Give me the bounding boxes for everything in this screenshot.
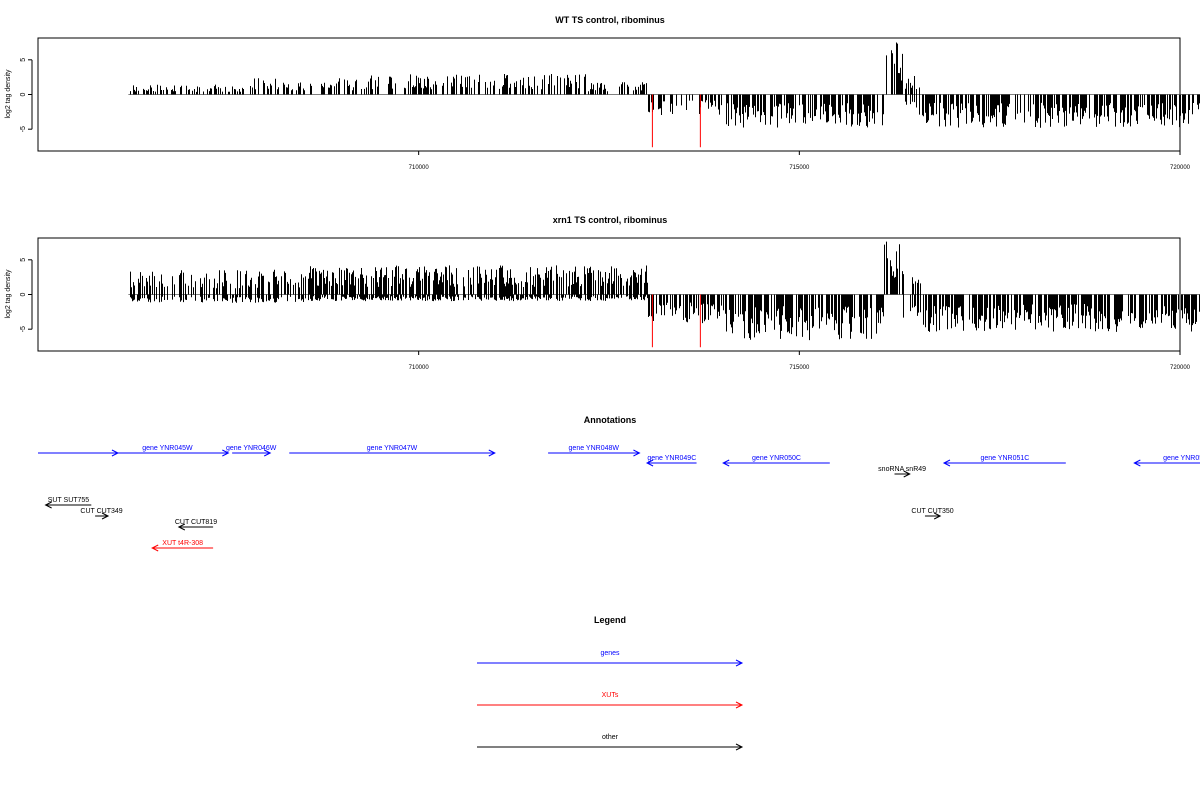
feature-label: gene YNR048W <box>569 445 620 452</box>
annotations-title: Annotations <box>584 415 637 425</box>
arrowhead <box>722 459 730 467</box>
arrowhead <box>44 501 52 509</box>
xrn1-y-axis-label: log2 tag density <box>5 269 12 319</box>
arrowhead <box>735 701 744 709</box>
arrowhead <box>645 459 654 467</box>
x-tick-label: 720000 <box>1170 165 1191 171</box>
annotation-feature <box>38 449 120 457</box>
y-tick-label: -5 <box>20 326 27 332</box>
y-tick-label: 0 <box>20 292 27 296</box>
legend-item: genes <box>477 650 744 667</box>
arrowhead <box>263 449 272 457</box>
legend-item: other <box>477 734 744 751</box>
feature-label: gene YNR045W <box>142 445 193 452</box>
wt-x-axis: 710000 715000 720000 <box>409 151 1191 171</box>
legend-panel: Legend genes XUTs other <box>477 615 744 751</box>
arrowhead <box>177 523 186 531</box>
annotation-feature: CUT CUT349 <box>80 508 123 520</box>
arrowhead <box>151 544 159 552</box>
annotation-feature: gene YNR049C <box>645 455 697 467</box>
xrn1-x-axis: 710000 715000 720000 <box>409 351 1191 371</box>
feature-label: CUT CUT349 <box>80 508 122 515</box>
annotation-feature: XUT t4R-308 <box>151 540 214 552</box>
x-tick-label: 720000 <box>1170 365 1191 371</box>
feature-label: CUT CUT350 <box>911 508 953 515</box>
wt-y-axis-label: log2 tag density <box>5 69 12 119</box>
wt-signal-bars <box>130 42 1200 128</box>
feature-label: gene YNR049C <box>647 455 696 462</box>
xrn1-signal-bars <box>130 241 1200 341</box>
wt-track-title: WT TS control, ribominus <box>555 15 665 25</box>
legend-label: other <box>602 734 619 741</box>
annotation-feature: CUT CUT350 <box>911 508 954 520</box>
legend-label: genes <box>600 650 620 657</box>
y-tick-label: -5 <box>20 126 27 132</box>
arrowhead <box>933 512 942 520</box>
annotations-panel: Annotations gene YNR045W gene YNR046W gene… <box>38 415 1200 552</box>
annotation-feature: SUT SUT755 <box>44 497 92 509</box>
feature-label: gene YNR046W <box>226 445 277 452</box>
feature-label: gene YNR052C <box>1163 455 1200 462</box>
feature-label: snoRNA snR49 <box>878 466 926 473</box>
y-tick-label: 5 <box>20 258 27 262</box>
annotation-feature: gene YNR046W <box>226 445 277 457</box>
arrowhead <box>735 659 744 667</box>
y-tick-label: 0 <box>20 92 27 96</box>
feature-label: gene YNR050C <box>752 455 801 462</box>
legend-label: XUTs <box>602 692 619 699</box>
feature-label: CUT CUT819 <box>175 519 217 526</box>
legend-item: XUTs <box>477 692 744 709</box>
feature-label: XUT t4R-308 <box>162 540 203 547</box>
legend-title: Legend <box>594 615 626 625</box>
arrowhead <box>488 449 496 457</box>
wt-track-panel: WT TS control, ribominus log2 tag densit… <box>5 15 1200 171</box>
arrowhead <box>942 459 951 467</box>
arrowhead <box>101 512 110 520</box>
annotation-feature: gene YNR050C <box>722 455 830 467</box>
feature-label: SUT SUT755 <box>48 497 90 504</box>
feature-label: gene YNR047W <box>367 445 418 452</box>
x-tick-label: 715000 <box>789 165 810 171</box>
feature-label: gene YNR051C <box>980 455 1029 462</box>
wt-y-axis: 5 0 -5 <box>20 58 33 132</box>
arrowhead <box>633 449 641 457</box>
xrn1-y-axis: 5 0 -5 <box>20 258 33 332</box>
annotation-feature: gene YNR047W <box>289 445 496 457</box>
annotation-feature: gene YNR048W <box>548 445 641 457</box>
annotation-feature: gene YNR051C <box>942 455 1066 467</box>
annotation-feature: gene YNR052C <box>1133 455 1200 467</box>
arrowhead <box>1133 459 1141 467</box>
xrn1-red-spikes <box>651 294 701 348</box>
arrowhead <box>903 470 911 478</box>
arrowhead <box>735 743 744 751</box>
xrn1-track-panel: xrn1 TS control, ribominus log2 tag dens… <box>5 215 1200 371</box>
annotation-features: gene YNR045W gene YNR046W gene YNR047W gene… <box>38 445 1200 552</box>
legend-items: genes XUTs other <box>477 650 744 751</box>
annotation-feature: CUT CUT819 <box>175 519 217 531</box>
xrn1-track-title: xrn1 TS control, ribominus <box>553 215 668 225</box>
x-tick-label: 715000 <box>789 365 810 371</box>
annotation-feature: gene YNR045W <box>106 445 230 457</box>
arrowhead <box>222 449 230 457</box>
x-tick-label: 710000 <box>409 165 430 171</box>
y-tick-label: 5 <box>20 58 27 62</box>
wt-red-spikes <box>651 94 701 148</box>
annotation-feature: snoRNA snR49 <box>878 466 926 478</box>
x-tick-label: 710000 <box>409 365 430 371</box>
